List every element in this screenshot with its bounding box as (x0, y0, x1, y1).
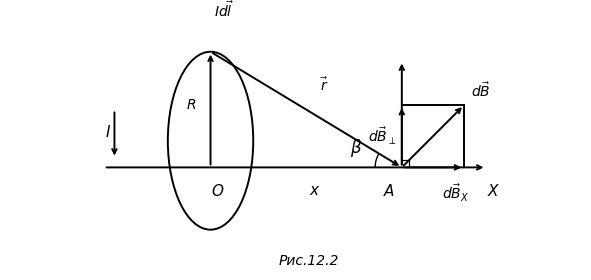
Text: $A$: $A$ (384, 183, 395, 199)
Text: $x$: $x$ (309, 183, 321, 199)
Text: Рис.12.2: Рис.12.2 (278, 254, 339, 268)
Text: $X$: $X$ (487, 183, 500, 199)
Text: $\beta$: $\beta$ (349, 137, 362, 159)
Text: $O$: $O$ (211, 183, 225, 199)
Text: $d\vec{B}$: $d\vec{B}$ (471, 81, 491, 100)
Text: $R$: $R$ (186, 98, 196, 112)
Text: $I$: $I$ (105, 124, 111, 140)
Text: $d\vec{B}_\perp$: $d\vec{B}_\perp$ (368, 126, 397, 147)
Text: $Id\vec{l}$: $Id\vec{l}$ (214, 0, 234, 20)
Text: $\vec{r}$: $\vec{r}$ (320, 76, 328, 94)
Text: $d\vec{B}_X$: $d\vec{B}_X$ (441, 183, 469, 204)
